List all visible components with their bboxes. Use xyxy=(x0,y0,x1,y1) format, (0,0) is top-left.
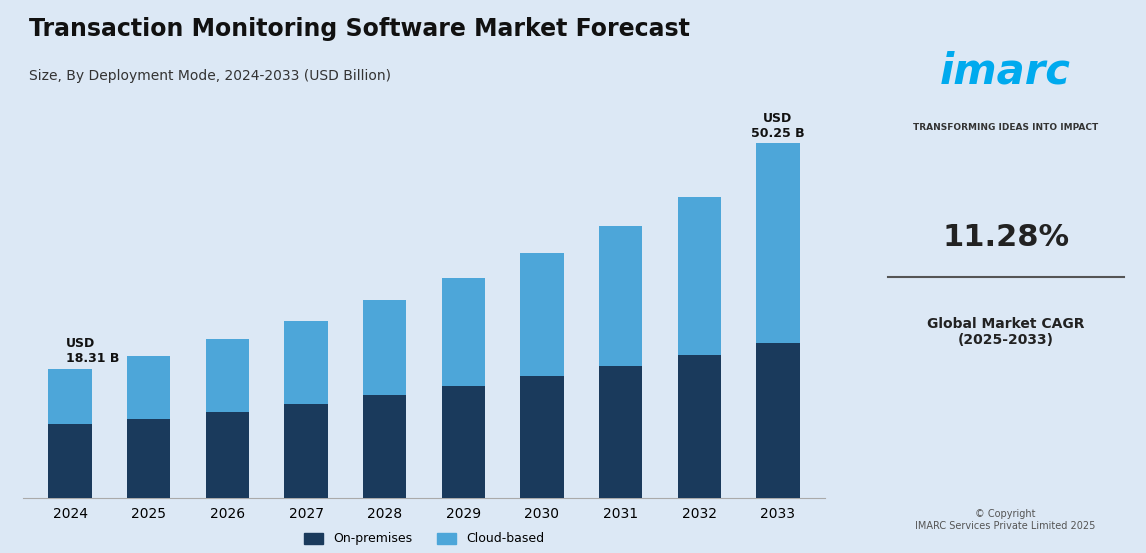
Bar xyxy=(284,404,328,498)
Text: TRANSFORMING IDEAS INTO IMPACT: TRANSFORMING IDEAS INTO IMPACT xyxy=(913,123,1098,132)
Bar xyxy=(441,387,485,498)
Bar xyxy=(599,366,642,498)
Text: © Copyright
IMARC Services Private Limited 2025: © Copyright IMARC Services Private Limit… xyxy=(916,509,1096,531)
Bar xyxy=(599,226,642,366)
Bar xyxy=(677,354,721,498)
Bar xyxy=(520,253,564,377)
Text: Size, By Deployment Mode, 2024-2033 (USD Billion): Size, By Deployment Mode, 2024-2033 (USD… xyxy=(29,69,391,83)
Bar xyxy=(206,339,249,411)
Text: USD
18.31 B: USD 18.31 B xyxy=(66,337,119,365)
Legend: On-premises, Cloud-based: On-premises, Cloud-based xyxy=(299,528,549,550)
Bar xyxy=(127,419,171,498)
Bar xyxy=(756,143,800,343)
Text: 11.28%: 11.28% xyxy=(942,223,1069,252)
Text: imarc: imarc xyxy=(940,51,1072,93)
Bar xyxy=(441,278,485,387)
Text: USD
50.25 B: USD 50.25 B xyxy=(751,112,804,140)
Bar xyxy=(48,369,92,424)
Text: Transaction Monitoring Software Market Forecast: Transaction Monitoring Software Market F… xyxy=(29,17,690,40)
Bar xyxy=(756,343,800,498)
Bar xyxy=(284,321,328,404)
Text: Global Market CAGR
(2025-2033): Global Market CAGR (2025-2033) xyxy=(927,317,1084,347)
Bar xyxy=(127,356,171,419)
Bar xyxy=(677,197,721,354)
Bar xyxy=(363,395,407,498)
Bar xyxy=(48,424,92,498)
Bar xyxy=(520,377,564,498)
Bar xyxy=(363,300,407,395)
Bar xyxy=(206,411,249,498)
